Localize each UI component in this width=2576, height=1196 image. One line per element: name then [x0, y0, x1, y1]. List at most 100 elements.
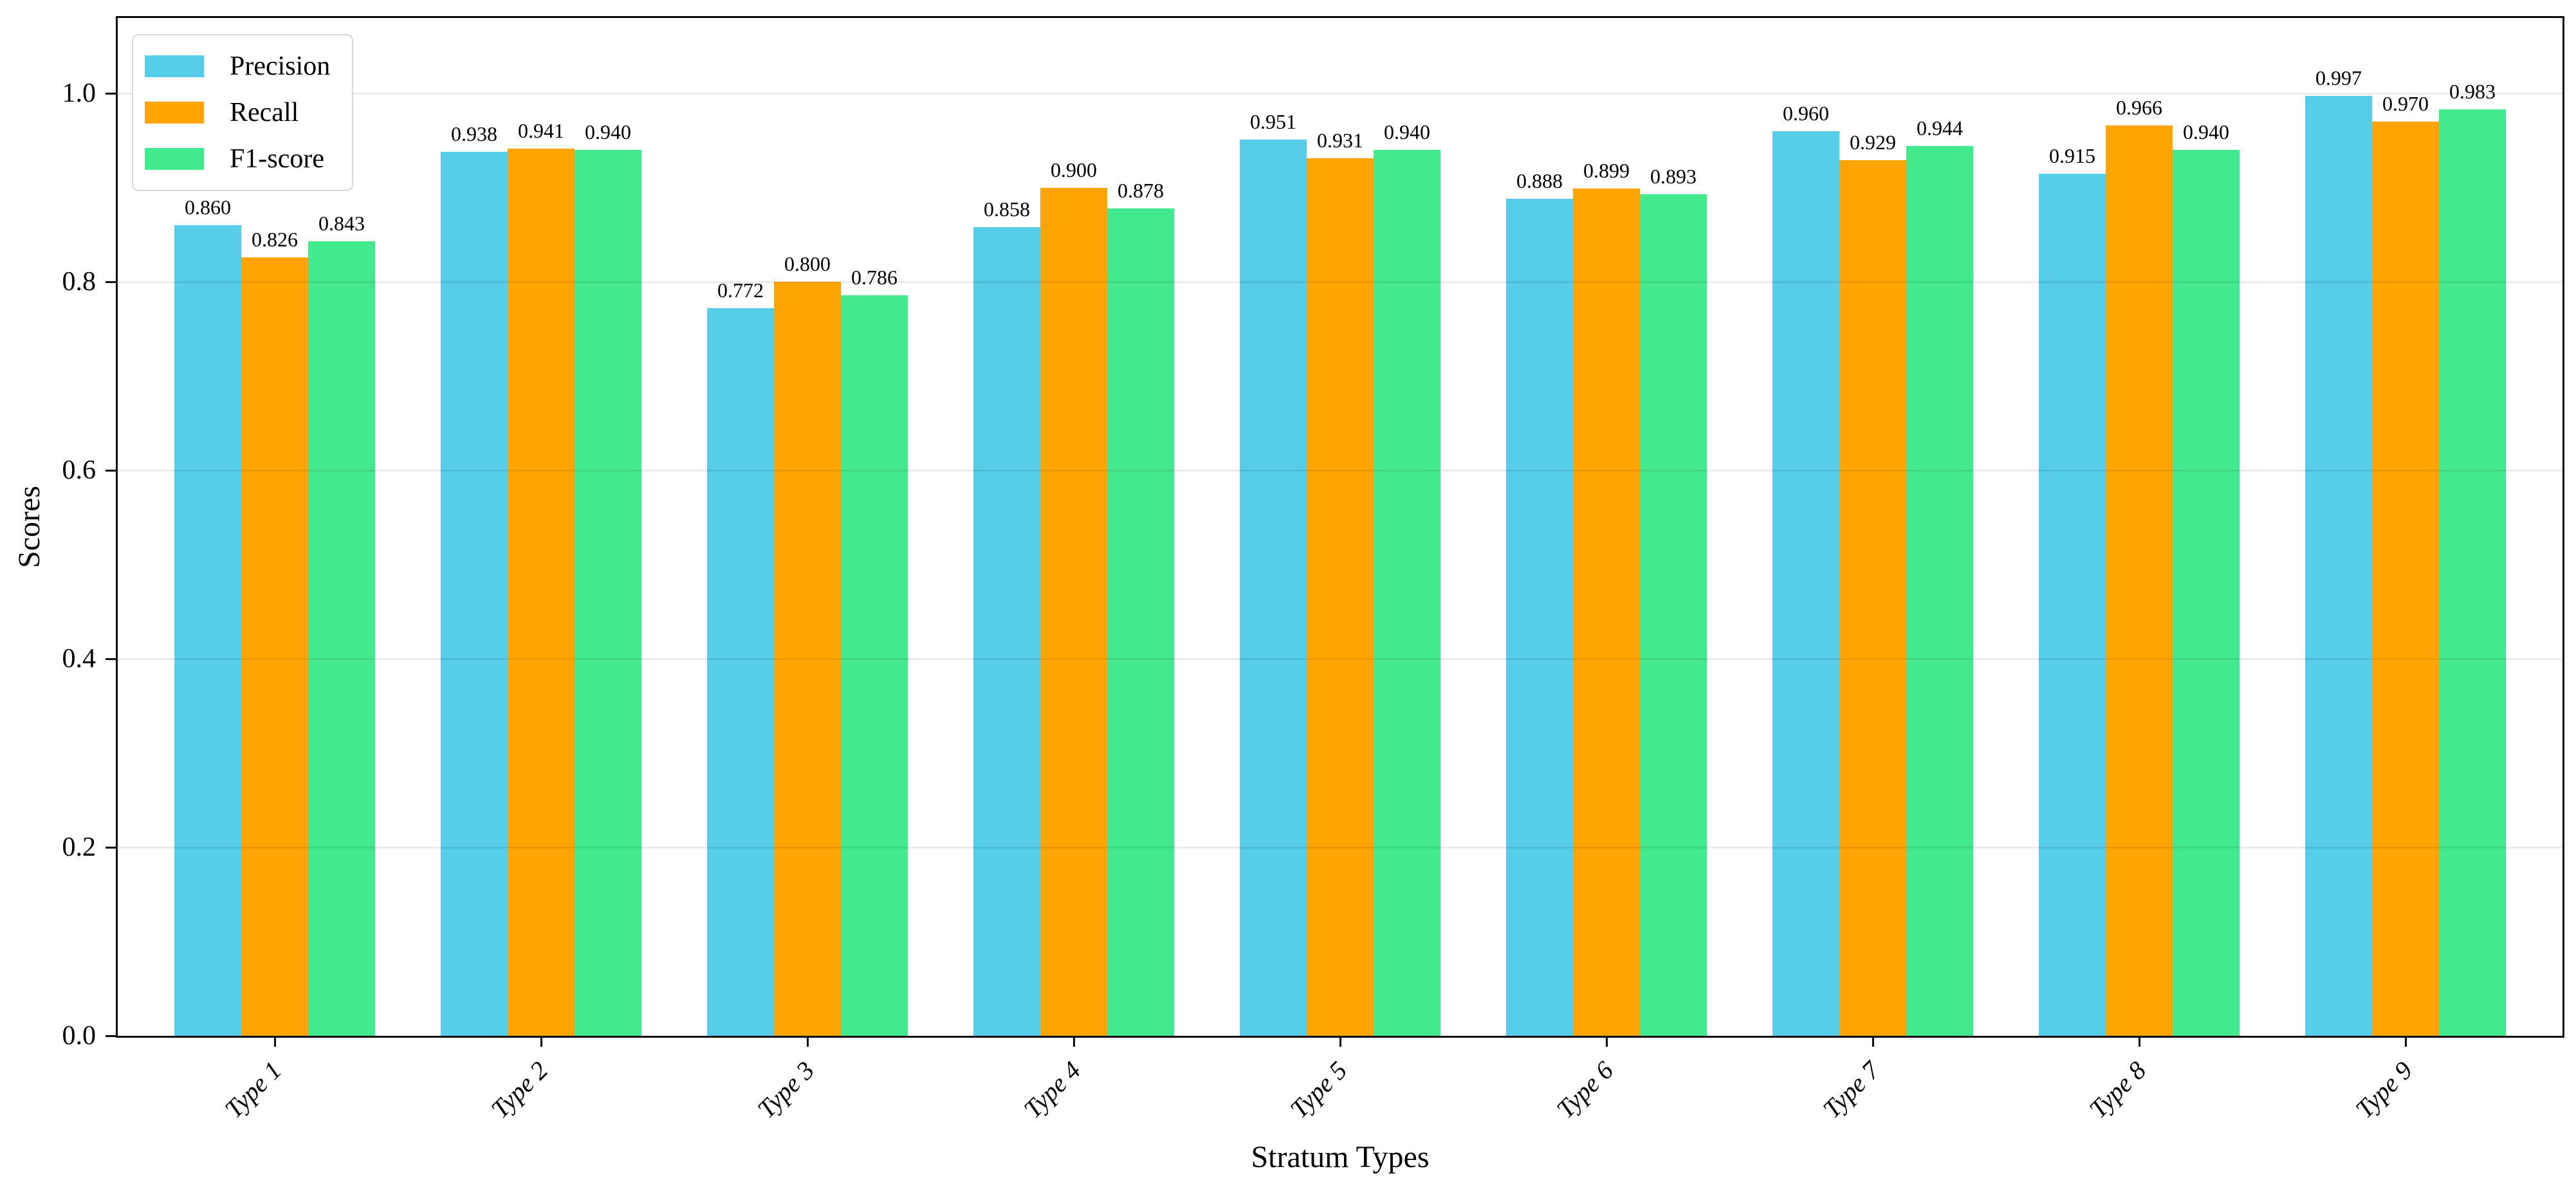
gridline	[118, 469, 2562, 472]
value-label: 0.997	[2315, 66, 2362, 90]
gridline	[118, 658, 2562, 660]
x-tick-label-text: Type 1	[219, 1055, 288, 1124]
bar-precision-type-5	[1240, 139, 1307, 1036]
y-tick-label: 0.2	[62, 833, 97, 862]
x-tick-mark	[1072, 1038, 1075, 1047]
x-tick-mark	[273, 1038, 276, 1047]
bar-f1-score-type-8	[2173, 149, 2240, 1036]
value-label: 0.899	[1583, 158, 1630, 182]
value-label: 0.931	[1317, 129, 1363, 152]
legend-label-precision: Precision	[230, 51, 331, 81]
bar-precision-type-4	[973, 227, 1040, 1036]
bar-recall-type-9	[2372, 121, 2439, 1036]
value-label: 0.826	[252, 227, 298, 251]
x-tick-mark	[540, 1038, 542, 1047]
bar-recall-type-3	[774, 282, 841, 1036]
value-label: 0.938	[451, 122, 497, 145]
value-label: 0.786	[851, 265, 897, 289]
value-label: 0.888	[1516, 169, 1563, 193]
legend-row-f1score: F1-score	[133, 136, 352, 182]
value-label: 0.800	[784, 252, 831, 275]
x-tick-label-text: Type 3	[751, 1055, 820, 1124]
value-label: 0.900	[1051, 158, 1097, 181]
bar-precision-type-2	[441, 151, 508, 1036]
gridline	[118, 846, 2562, 849]
bar-f1-score-type-9	[2439, 109, 2506, 1036]
bar-precision-type-7	[1772, 131, 1839, 1036]
x-tick-mark	[806, 1038, 809, 1047]
x-tick-mark	[1605, 1038, 1608, 1047]
bar-f1-score-type-5	[1374, 149, 1440, 1036]
gridline	[118, 281, 2562, 283]
y-tick-label: 1.0	[62, 78, 97, 108]
plot-area: Precision Recall F1-score 0.0 0.2 0.4 0.6 0.…	[62, 18, 2562, 1124]
value-label: 0.929	[1850, 131, 1896, 154]
value-label: 0.940	[2183, 120, 2229, 143]
value-label: 0.858	[984, 198, 1030, 221]
x-tick-label-text: Type 2	[485, 1055, 554, 1124]
y-tick-mark	[106, 1035, 116, 1037]
bar-recall-type-4	[1040, 187, 1107, 1036]
legend-label-f1score: F1-score	[230, 144, 324, 174]
x-tick-label-text: Type 8	[2083, 1055, 2152, 1124]
y-tick-label: 0.4	[62, 644, 97, 674]
bar-precision-type-9	[2305, 96, 2372, 1036]
y-tick-mark	[106, 469, 116, 472]
x-tick-mark	[2138, 1038, 2140, 1047]
bar-recall-type-5	[1307, 158, 1374, 1036]
value-label: 0.966	[2116, 95, 2162, 119]
value-label: 0.970	[2382, 91, 2429, 115]
bar-precision-type-8	[2039, 173, 2106, 1036]
y-axis-title: Scores	[12, 486, 46, 568]
y-tick-mark	[106, 281, 116, 283]
f1-score-swatch-icon	[145, 148, 204, 170]
bar-recall-type-8	[2106, 125, 2173, 1036]
legend-row-precision: Precision	[133, 43, 352, 89]
legend: Precision Recall F1-score	[132, 34, 353, 191]
bar-f1-score-type-6	[1640, 194, 1707, 1036]
legend-label-recall: Recall	[230, 98, 299, 127]
x-tick-mark	[1339, 1038, 1341, 1047]
y-tick-mark	[106, 92, 116, 95]
x-tick-mark	[1872, 1038, 1874, 1047]
x-tick-label-text: Type 9	[2350, 1055, 2418, 1124]
value-label: 0.944	[1917, 116, 1963, 140]
value-label: 0.940	[1384, 120, 1430, 143]
y-tick-label: 0.8	[62, 267, 97, 297]
x-tick-label-text: Type 5	[1284, 1055, 1353, 1124]
y-tick-label: 0.6	[62, 455, 97, 485]
value-label: 0.940	[585, 120, 631, 143]
bar-recall-type-6	[1573, 188, 1640, 1036]
value-label: 0.878	[1118, 178, 1164, 202]
bar-precision-type-3	[707, 308, 774, 1036]
value-label: 0.960	[1783, 101, 1829, 125]
bar-recall-type-7	[1839, 160, 1906, 1036]
value-label: 0.983	[2449, 79, 2496, 103]
value-label: 0.843	[318, 212, 365, 235]
value-label: 0.860	[185, 196, 231, 219]
bar-f1-score-type-1	[308, 241, 375, 1036]
y-tick-mark	[106, 846, 116, 849]
value-label: 0.915	[2049, 143, 2095, 167]
x-tick-mark	[2404, 1038, 2407, 1047]
bar-recall-type-1	[241, 257, 308, 1036]
legend-row-recall: Recall	[133, 89, 352, 136]
x-tick-label-text: Type 4	[1018, 1055, 1087, 1124]
bar-precision-type-6	[1506, 199, 1573, 1036]
x-tick-label-text: Type 6	[1550, 1055, 1619, 1124]
value-label: 0.893	[1650, 164, 1697, 188]
bar-f1-score-type-3	[841, 295, 908, 1036]
x-axis-title: Stratum Types	[1251, 1140, 1430, 1174]
x-tick-label-text: Type 7	[1817, 1055, 1886, 1124]
y-tick-mark	[106, 658, 116, 660]
value-label: 0.951	[1250, 109, 1296, 133]
bar-f1-score-type-7	[1906, 146, 1973, 1036]
y-tick-label: 0.0	[62, 1021, 97, 1051]
precision-swatch-icon	[145, 55, 204, 77]
bar-precision-type-1	[174, 225, 241, 1036]
value-label: 0.772	[717, 279, 764, 302]
gridline	[118, 92, 2562, 95]
bar-f1-score-type-4	[1107, 208, 1174, 1036]
bar-recall-type-2	[508, 149, 575, 1036]
